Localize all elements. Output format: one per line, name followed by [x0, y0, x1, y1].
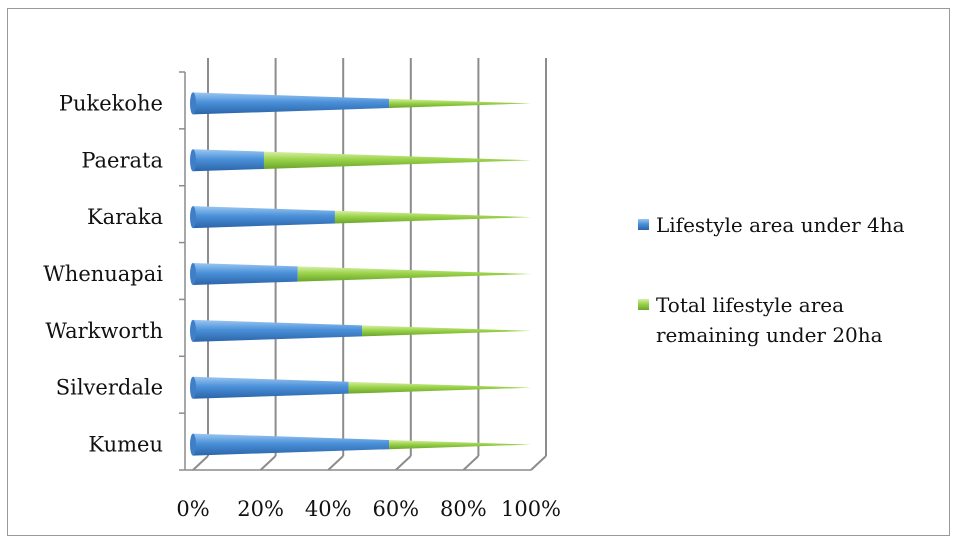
cone-base-kumeu — [190, 433, 196, 456]
bar-whenuapai-series-2 — [297, 266, 531, 282]
floor-gridline-4 — [462, 455, 480, 471]
bar-silverdale-series-2 — [348, 381, 531, 394]
floor-gridline-0 — [192, 455, 209, 471]
x-tick-label: 60% — [372, 497, 419, 521]
bar-kumeu-series-2 — [389, 439, 531, 450]
category-label: Kumeu — [88, 433, 163, 457]
bar-karaka-series-2 — [334, 210, 531, 224]
cone-base-silverdale — [190, 376, 196, 399]
cone-base-pukekohe — [190, 92, 196, 115]
category-label: Whenuapai — [43, 262, 163, 286]
bars — [190, 92, 531, 456]
x-tick-label: 80% — [440, 497, 487, 521]
x-tick-label: 100% — [501, 497, 561, 521]
category-label: Pukekohe — [59, 91, 163, 115]
legend-label-total-remaining-line2: remaining under 20ha — [656, 323, 883, 347]
legend-swatch-total-remaining-under-20ha — [638, 299, 649, 310]
axes — [179, 71, 547, 471]
bar-pukekohe-series-1 — [193, 92, 390, 115]
floor-right-edge — [530, 455, 547, 471]
floor-gridline-1 — [259, 455, 277, 471]
cone-base-whenuapai — [190, 263, 196, 285]
legend-label-total-remaining-line1: Total lifestyle area — [656, 293, 844, 317]
x-tick-labels: 0% 20% 40% 60% 80% 100% — [176, 497, 561, 521]
bar-paerata-series-2 — [263, 151, 531, 169]
category-label: Warkworth — [45, 319, 163, 343]
bar-pukekohe-series-2 — [389, 98, 531, 109]
bar-paerata-series-1 — [193, 149, 264, 172]
category-label: Karaka — [87, 205, 163, 229]
bar-warkworth-series-2 — [362, 325, 531, 337]
gridlines — [192, 58, 547, 471]
category-labels: Pukekohe Paerata Karaka Whenuapai Warkworth S… — [43, 91, 163, 456]
x-tick-label: 40% — [305, 497, 352, 521]
cone-base-karaka — [190, 206, 196, 229]
x-tick-label: 0% — [176, 497, 209, 521]
legend-label-lifestyle-under-4ha: Lifestyle area under 4ha — [656, 213, 905, 237]
cone-base-paerata — [190, 149, 196, 172]
floor-gridline-2 — [327, 455, 344, 471]
bar-warkworth-series-1 — [193, 319, 362, 342]
bar-kumeu-series-1 — [193, 433, 390, 456]
category-label: Paerata — [81, 148, 163, 172]
bar-whenuapai-series-1 — [193, 263, 298, 285]
x-tick-label: 20% — [237, 497, 284, 521]
floor-gridline-3 — [395, 455, 412, 471]
bar-karaka-series-1 — [193, 206, 335, 229]
category-label: Silverdale — [56, 376, 163, 400]
legend-swatch-lifestyle-under-4ha — [638, 219, 649, 230]
bar-silverdale-series-1 — [193, 376, 349, 399]
cone-base-warkworth — [190, 319, 196, 342]
legend: Lifestyle area under 4ha Total lifestyle… — [638, 213, 905, 347]
